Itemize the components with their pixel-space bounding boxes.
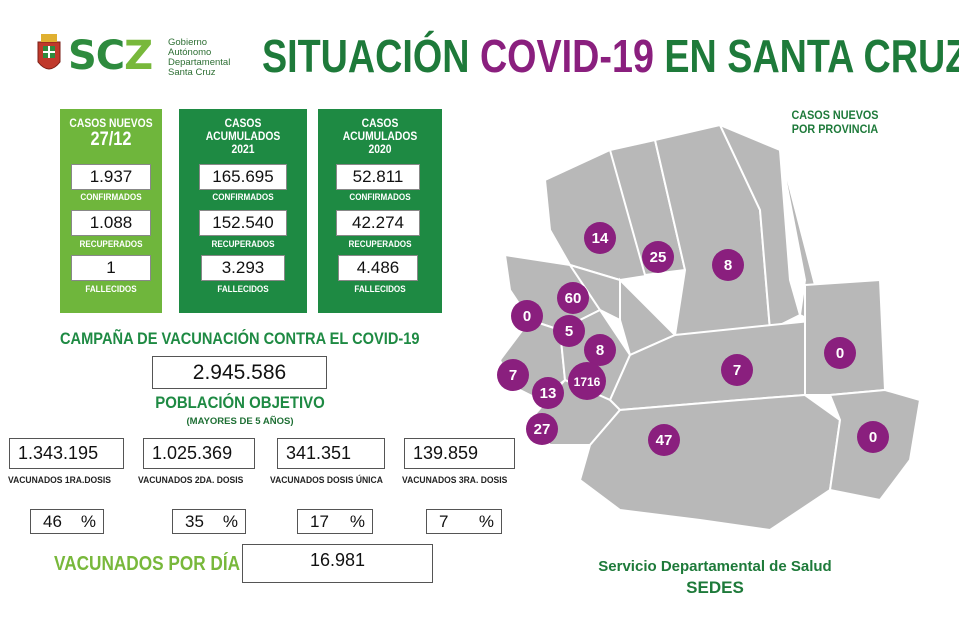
vaccinated-per-day-value: 16.981 [242, 544, 433, 583]
dose-single-percent: 17% [297, 509, 373, 534]
acc2020-recovered-label: RECUPERADOS [348, 239, 412, 249]
acc2021-deaths-value: 3.293 [201, 255, 285, 281]
population-sublabel: (MAYORES DE 5 AÑOS) [186, 416, 294, 427]
acc2020-deaths-label: FALLECIDOS [354, 284, 406, 294]
province-map: 14 25 8 60 0 5 8 7 0 7 1716 13 27 47 0 [497, 123, 922, 532]
province-case-count: 25 [650, 249, 667, 266]
vaccinated-per-day-label: VACUNADOS POR DÍA [54, 553, 241, 575]
province-bubble [511, 300, 543, 332]
acc2020-confirmed-value: 52.811 [336, 164, 420, 190]
province-case-count: 27 [534, 421, 551, 438]
dose1-value: 1.343.195 [9, 438, 124, 469]
population-value: 2.945.586 [152, 356, 327, 389]
dose2-percent: 35% [172, 509, 246, 534]
acc2020-recovered-value: 42.274 [336, 210, 420, 236]
acc2021-confirmed-label: CONFIRMADOS [212, 192, 274, 202]
province-case-count: 1716 [574, 375, 601, 389]
acc2020-confirmed-label: CONFIRMADOS [349, 192, 411, 202]
dose2-value: 1.025.369 [143, 438, 255, 469]
province-bubble [568, 362, 606, 400]
new-confirmed-label: CONFIRMADOS [80, 192, 142, 202]
government-name: Gobierno Autónomo Departamental Santa Cr… [168, 37, 231, 78]
province-case-count: 60 [565, 290, 582, 307]
acc2021-deaths-label: FALLECIDOS [217, 284, 269, 294]
new-cases-panel: CASOS NUEVOS 27/12 1.937 CONFIRMADOS 1.08… [60, 109, 162, 313]
province-case-count: 0 [836, 345, 844, 362]
province-bubble [557, 282, 589, 314]
coat-of-arms-icon [37, 34, 61, 70]
page-title: SITUACIÓN COVID-19 EN SANTA CRUZ [262, 30, 959, 82]
province-bubble [584, 334, 616, 366]
province-bubble [553, 315, 585, 347]
acc2021-recovered-label: RECUPERADOS [211, 239, 275, 249]
province-case-count: 47 [656, 432, 673, 449]
dose3-label: VACUNADOS 3RA. DOSIS [402, 475, 508, 486]
footer-organization: Servicio Departamental de Salud [598, 558, 832, 575]
scz-logo: SCZ [68, 33, 153, 79]
dose2-label: VACUNADOS 2DA. DOSIS [138, 475, 244, 486]
dose1-label: VACUNADOS 1RA.DOSIS [8, 475, 111, 486]
province-case-count: 8 [596, 342, 604, 359]
province-bubble [857, 421, 889, 453]
province-bubble [532, 377, 564, 409]
footer-acronym: SEDES [686, 578, 744, 597]
province-bubble [584, 222, 616, 254]
province-bubble [526, 413, 558, 445]
province-case-count: 7 [509, 367, 517, 384]
province-case-count: 13 [540, 385, 557, 402]
dose-single-value: 341.351 [277, 438, 385, 469]
province-case-count: 14 [592, 230, 609, 247]
map-region [578, 393, 842, 532]
new-recovered-label: RECUPERADOS [79, 239, 143, 249]
province-case-count: 7 [733, 362, 741, 379]
new-deaths-label: FALLECIDOS [85, 284, 137, 294]
new-recovered-value: 1.088 [71, 210, 151, 236]
dose-single-label: VACUNADOS DOSIS ÚNICA [270, 475, 383, 486]
vaccination-title: CAMPAÑA DE VACUNACIÓN CONTRA EL COVID-19 [60, 329, 420, 348]
accumulated-2020-panel: CASOS ACUMULADOS 2020 52.811 CONFIRMADOS … [318, 109, 442, 313]
province-bubble [712, 249, 744, 281]
acc2021-confirmed-value: 165.695 [199, 164, 287, 190]
province-case-count: 8 [724, 257, 732, 274]
province-bubble [824, 337, 856, 369]
province-case-count: 5 [565, 323, 573, 340]
province-bubble [721, 354, 753, 386]
province-case-count: 0 [523, 308, 531, 325]
population-label: POBLACIÓN OBJETIVO [155, 393, 325, 412]
accumulated-2021-panel: CASOS ACUMULADOS 2021 165.695 CONFIRMADOS… [179, 109, 307, 313]
acc2020-deaths-value: 4.486 [338, 255, 418, 281]
map-title: CASOS NUEVOS POR PROVINCIA [791, 108, 879, 136]
dose3-value: 139.859 [404, 438, 515, 469]
dose1-percent: 46% [30, 509, 104, 534]
map-region [804, 278, 887, 396]
province-bubble [497, 359, 529, 391]
province-bubble [642, 241, 674, 273]
new-confirmed-value: 1.937 [71, 164, 151, 190]
dose3-percent: 7% [426, 509, 502, 534]
province-case-count: 0 [869, 429, 877, 446]
acc2021-recovered-value: 152.540 [199, 210, 287, 236]
province-bubble [648, 424, 680, 456]
new-deaths-value: 1 [71, 255, 151, 281]
